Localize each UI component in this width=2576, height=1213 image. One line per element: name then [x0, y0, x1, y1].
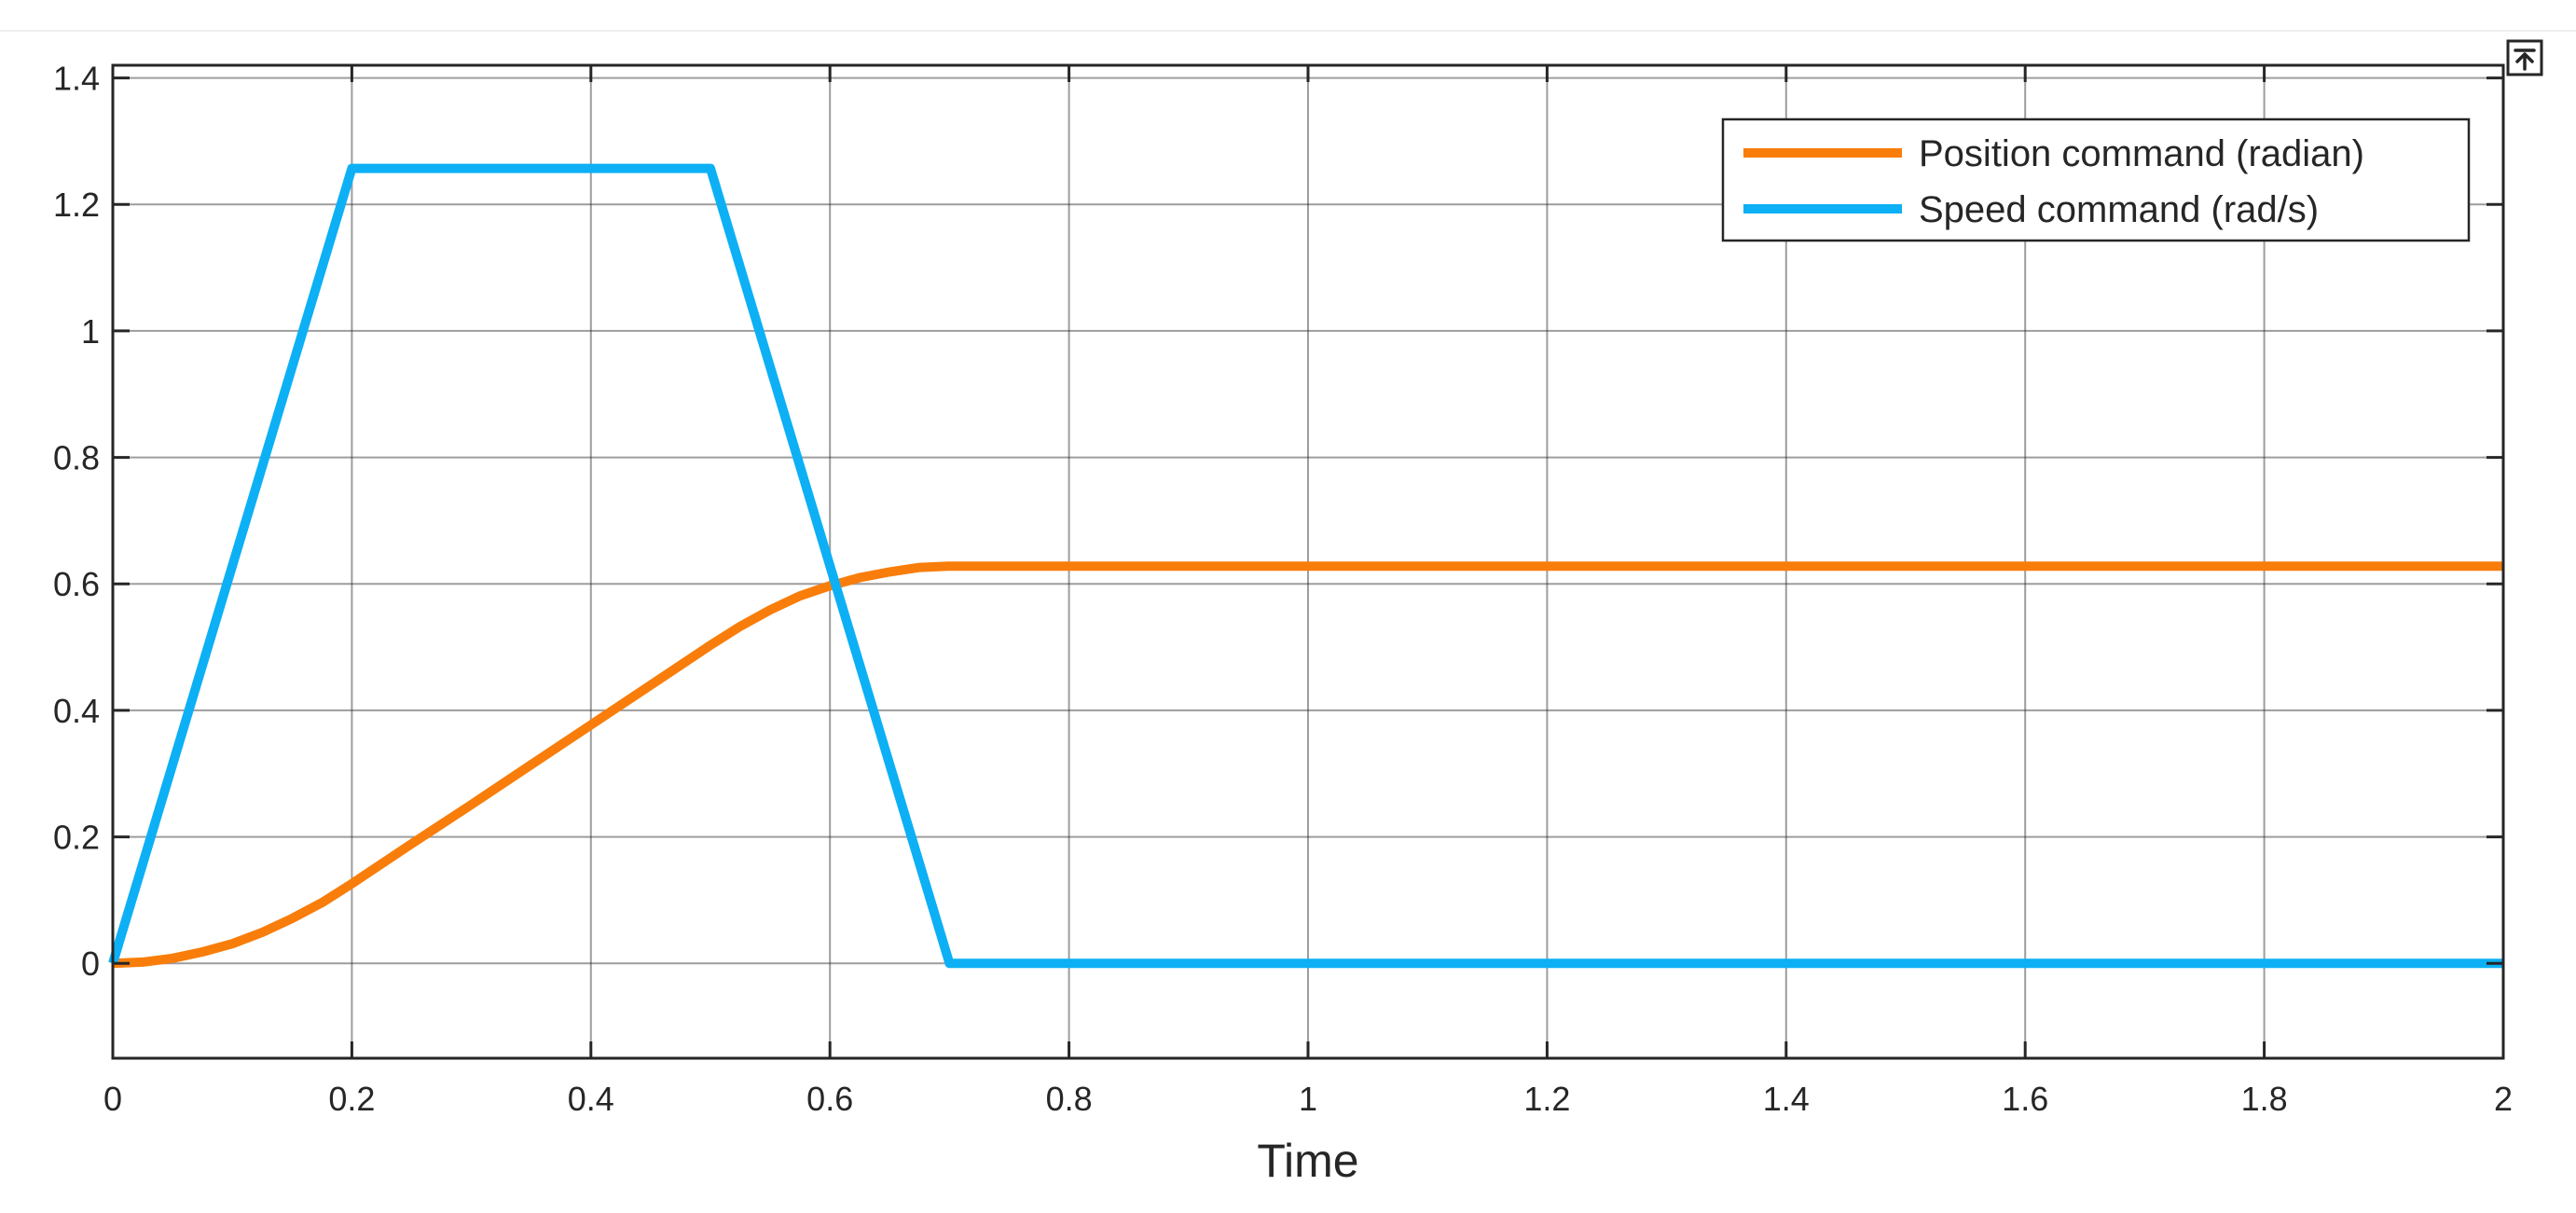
- y-tick-label: 0.2: [53, 819, 100, 857]
- position-command-line: [112, 561, 2503, 969]
- y-tick-label: 0.4: [53, 692, 100, 730]
- y-tick-label: 0: [81, 944, 100, 983]
- series-layer: [108, 163, 2503, 969]
- legend: Position command (radian) Speed command (…: [1721, 117, 2471, 242]
- y-tick-label: 0.8: [53, 439, 100, 477]
- y-tick-label: 1: [81, 312, 100, 351]
- x-tick-label: 1.2: [1523, 1080, 1570, 1118]
- y-tick-label: 1.4: [53, 60, 100, 98]
- legend-entry-label: Position command (radian): [1919, 133, 2364, 174]
- x-tick-label: 1.6: [2002, 1080, 2048, 1118]
- y-tick-label: 1.2: [53, 186, 100, 224]
- expand-axes-button[interactable]: [2506, 39, 2543, 76]
- x-tick-label: 0: [103, 1080, 122, 1118]
- x-tick-label: 1.4: [1763, 1080, 1810, 1118]
- x-tick-label: 0.4: [568, 1080, 614, 1118]
- x-tick-label: 0.6: [806, 1080, 853, 1118]
- legend-box: [1721, 117, 2471, 242]
- legend-entry-label: Speed command (rad/s): [1919, 189, 2319, 230]
- x-tick-label: 0.8: [1046, 1080, 1093, 1118]
- x-tick-label: 2: [2494, 1080, 2513, 1118]
- ticks: 0 0.2 0.4 0.6 0.8 1 1.2 1.4 1.6 1.8 2 0 0.2 0.4 0.6 0.8…: [53, 60, 2513, 1118]
- expand-axes-icon: [2514, 48, 2536, 71]
- x-axis-label: Time: [1257, 1135, 1358, 1187]
- x-tick-label: 1: [1299, 1080, 1317, 1118]
- x-tick-label: 1.8: [2241, 1080, 2288, 1118]
- x-tick-label: 0.2: [328, 1080, 375, 1118]
- speed-command-line: [108, 163, 2503, 969]
- y-tick-label: 0.6: [53, 565, 100, 603]
